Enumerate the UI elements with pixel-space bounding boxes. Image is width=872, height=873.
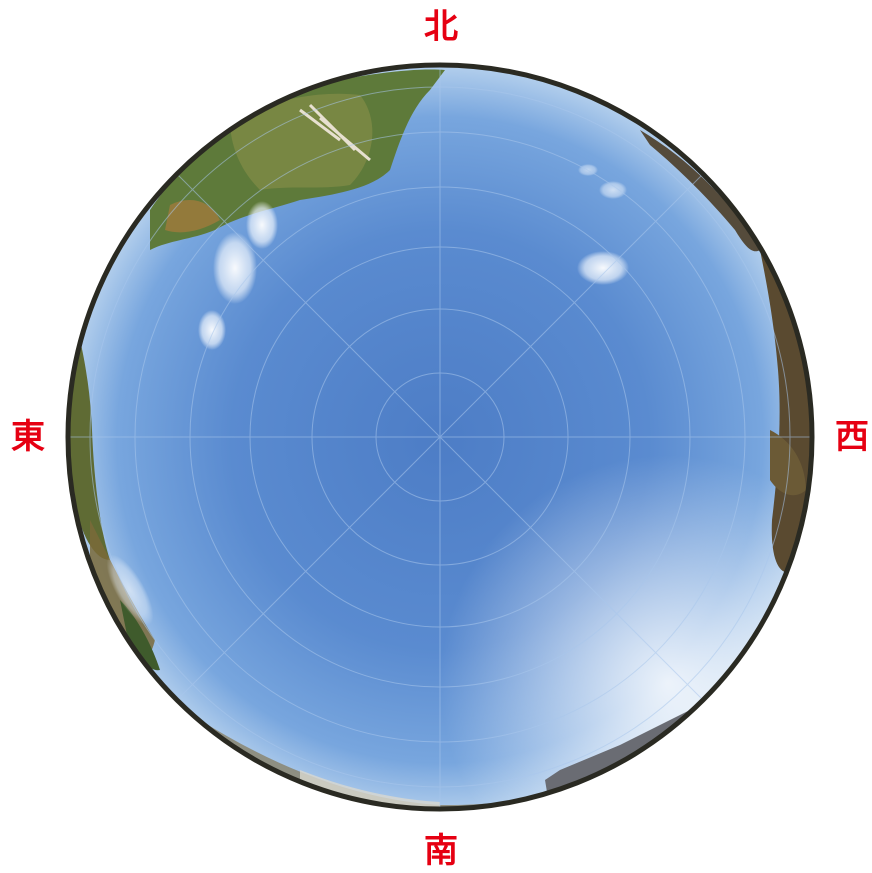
lens-rim xyxy=(65,62,815,812)
compass-south-label: 南 xyxy=(424,831,458,871)
compass-west-label: 西 xyxy=(835,417,869,457)
vegetation-west-edge xyxy=(640,130,811,573)
tree-canopy-north-east xyxy=(150,69,445,251)
polar-grid xyxy=(68,65,812,809)
compass-east-label: 東 xyxy=(11,417,45,457)
compass-north-label: 北 xyxy=(424,7,458,47)
clouds xyxy=(106,164,629,626)
sky-disc xyxy=(68,65,812,809)
